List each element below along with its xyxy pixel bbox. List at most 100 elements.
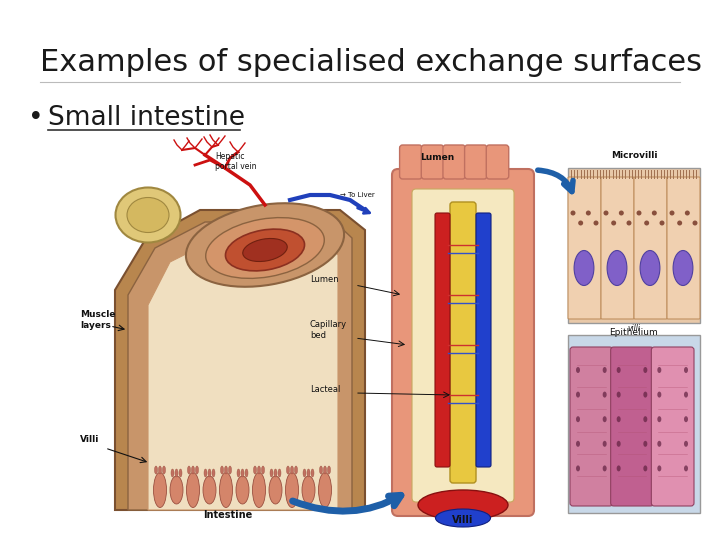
Ellipse shape — [644, 367, 647, 373]
Ellipse shape — [586, 211, 591, 215]
Text: Villi: Villi — [80, 435, 99, 444]
Ellipse shape — [657, 392, 662, 397]
Ellipse shape — [318, 472, 331, 508]
Ellipse shape — [670, 211, 675, 215]
Polygon shape — [128, 222, 352, 510]
Ellipse shape — [287, 466, 289, 474]
Text: Lumen: Lumen — [420, 153, 454, 163]
Ellipse shape — [611, 220, 616, 226]
Ellipse shape — [684, 392, 688, 397]
Ellipse shape — [303, 469, 306, 477]
Ellipse shape — [607, 251, 627, 286]
FancyBboxPatch shape — [634, 177, 667, 319]
Ellipse shape — [311, 469, 314, 477]
Ellipse shape — [616, 465, 621, 471]
Ellipse shape — [196, 466, 199, 474]
FancyBboxPatch shape — [570, 347, 613, 506]
Ellipse shape — [684, 465, 688, 471]
Ellipse shape — [644, 220, 649, 226]
Ellipse shape — [220, 466, 223, 474]
FancyBboxPatch shape — [412, 189, 514, 502]
FancyBboxPatch shape — [652, 347, 694, 506]
Ellipse shape — [418, 490, 508, 520]
Ellipse shape — [274, 469, 277, 477]
FancyBboxPatch shape — [464, 145, 487, 179]
Ellipse shape — [155, 466, 158, 474]
Text: •: • — [28, 105, 44, 131]
Ellipse shape — [603, 416, 607, 422]
Ellipse shape — [657, 465, 662, 471]
Ellipse shape — [603, 441, 607, 447]
Ellipse shape — [115, 187, 181, 242]
Ellipse shape — [208, 469, 211, 477]
Ellipse shape — [286, 472, 299, 508]
Ellipse shape — [228, 466, 232, 474]
Ellipse shape — [179, 469, 182, 477]
Ellipse shape — [616, 392, 621, 397]
Ellipse shape — [192, 466, 194, 474]
FancyBboxPatch shape — [568, 177, 601, 319]
Ellipse shape — [616, 416, 621, 422]
Ellipse shape — [684, 441, 688, 447]
FancyBboxPatch shape — [450, 202, 476, 483]
Ellipse shape — [225, 466, 228, 474]
FancyBboxPatch shape — [435, 213, 450, 467]
Ellipse shape — [678, 220, 682, 226]
Text: Lumen: Lumen — [310, 275, 338, 285]
Ellipse shape — [684, 367, 688, 373]
Ellipse shape — [163, 466, 166, 474]
Ellipse shape — [578, 220, 583, 226]
Text: Lacteal: Lacteal — [310, 386, 341, 395]
Ellipse shape — [576, 367, 580, 373]
Ellipse shape — [258, 466, 261, 474]
Ellipse shape — [603, 211, 608, 215]
Ellipse shape — [685, 211, 690, 215]
Ellipse shape — [570, 211, 575, 215]
Polygon shape — [148, 242, 338, 510]
Ellipse shape — [245, 469, 248, 477]
Text: Intestine: Intestine — [203, 510, 253, 520]
FancyBboxPatch shape — [486, 145, 509, 179]
Text: Epithelium: Epithelium — [610, 328, 658, 337]
Ellipse shape — [618, 211, 624, 215]
Text: Small intestine: Small intestine — [48, 105, 245, 131]
FancyBboxPatch shape — [476, 213, 491, 467]
Ellipse shape — [684, 416, 688, 422]
FancyBboxPatch shape — [400, 145, 422, 179]
Ellipse shape — [225, 229, 305, 271]
Ellipse shape — [657, 416, 662, 422]
Ellipse shape — [636, 211, 642, 215]
Ellipse shape — [603, 392, 607, 397]
Ellipse shape — [253, 466, 256, 474]
Text: villi: villi — [628, 324, 641, 333]
Ellipse shape — [644, 392, 647, 397]
Ellipse shape — [212, 469, 215, 477]
Ellipse shape — [603, 367, 607, 373]
Ellipse shape — [206, 218, 324, 279]
Ellipse shape — [307, 469, 310, 477]
Ellipse shape — [171, 469, 174, 477]
Ellipse shape — [320, 466, 323, 474]
Ellipse shape — [576, 392, 580, 397]
Text: Villi: Villi — [452, 515, 474, 525]
Ellipse shape — [660, 220, 665, 226]
FancyBboxPatch shape — [568, 335, 700, 513]
Ellipse shape — [652, 211, 657, 215]
Ellipse shape — [186, 203, 344, 287]
Text: Hepatic
portal vein: Hepatic portal vein — [215, 152, 256, 171]
Ellipse shape — [158, 466, 161, 474]
Text: Microvilli: Microvilli — [611, 151, 657, 160]
FancyBboxPatch shape — [392, 169, 534, 516]
Ellipse shape — [576, 465, 580, 471]
Ellipse shape — [644, 465, 647, 471]
Ellipse shape — [644, 441, 647, 447]
Ellipse shape — [175, 469, 178, 477]
Ellipse shape — [626, 220, 631, 226]
Ellipse shape — [640, 251, 660, 286]
Ellipse shape — [278, 469, 281, 477]
Ellipse shape — [593, 220, 598, 226]
Ellipse shape — [269, 476, 282, 504]
Ellipse shape — [261, 466, 264, 474]
Ellipse shape — [436, 509, 490, 527]
Text: → To Liver: → To Liver — [340, 192, 374, 198]
